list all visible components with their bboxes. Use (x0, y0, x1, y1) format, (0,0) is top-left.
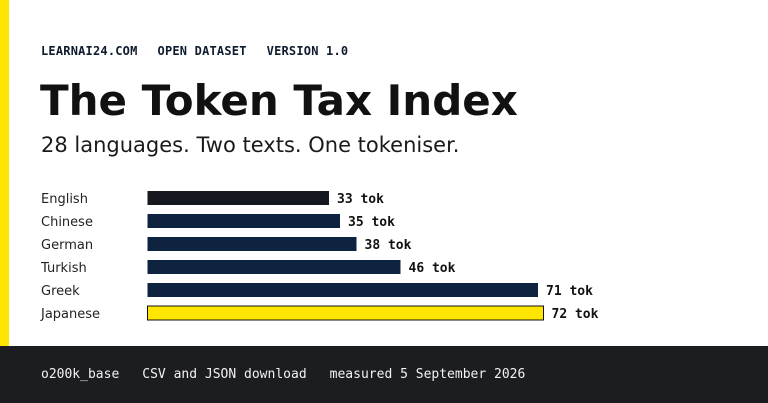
bar-turkish (147, 260, 401, 274)
value-label: 71 tok (546, 284, 593, 299)
category-label: German (41, 238, 93, 253)
bar-german (147, 237, 357, 251)
page-subtitle: 28 languages. Two texts. One tokeniser. (41, 133, 460, 157)
footer-measured-date: measured 5 September 2026 (329, 367, 526, 382)
footer-download-link[interactable]: CSV and JSON download (142, 367, 307, 382)
value-label: 35 tok (348, 215, 395, 230)
value-label: 46 tok (409, 261, 456, 276)
category-label: English (41, 192, 88, 207)
value-label: 38 tok (365, 238, 412, 253)
page-title: The Token Tax Index (40, 76, 518, 125)
header-meta: LEARNAI24.COM OPEN DATASET VERSION 1.0 (41, 44, 348, 58)
version-label: VERSION 1.0 (266, 44, 349, 58)
footer-bar: o200k_base CSV and JSON download measure… (0, 346, 768, 403)
accent-stripe (0, 0, 9, 346)
category-label: Japanese (40, 307, 100, 322)
value-label: 72 tok (552, 307, 599, 322)
value-label: 33 tok (337, 192, 384, 207)
token-bar-chart: English 33 tok Chinese 35 tok German 38 tok Tu… (40, 191, 599, 322)
bar-english (147, 191, 329, 205)
bar-greek (147, 283, 538, 297)
site-name[interactable]: LEARNAI24.COM (41, 44, 138, 58)
footer-tokeniser: o200k_base (41, 367, 120, 382)
bar-japanese (147, 305, 544, 321)
category-label: Greek (41, 284, 80, 299)
category-label: Turkish (40, 261, 87, 276)
bar-chinese (147, 214, 340, 228)
dataset-label: OPEN DATASET (157, 44, 247, 58)
category-label: Chinese (41, 215, 93, 230)
